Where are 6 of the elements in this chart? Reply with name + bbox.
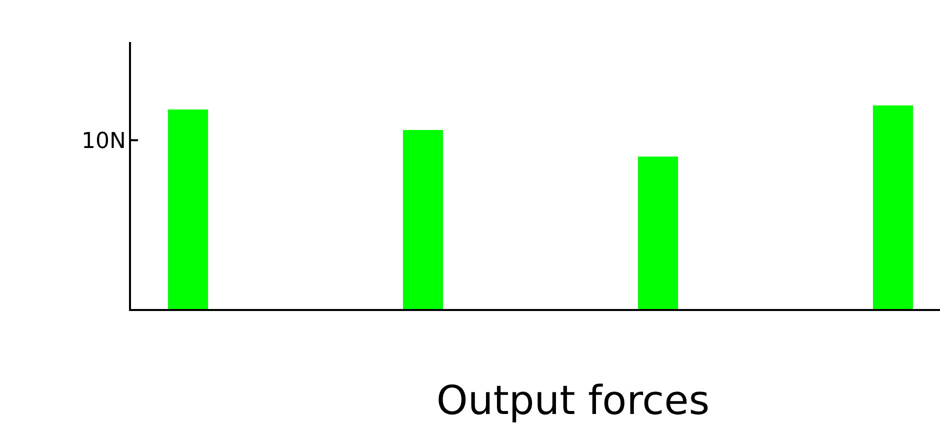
bar	[168, 110, 208, 310]
ref-line-label: 10N	[82, 128, 126, 154]
x-axis-title: Output forces	[436, 378, 710, 424]
bar	[638, 156, 678, 310]
bar	[873, 105, 913, 310]
bar	[403, 130, 443, 310]
